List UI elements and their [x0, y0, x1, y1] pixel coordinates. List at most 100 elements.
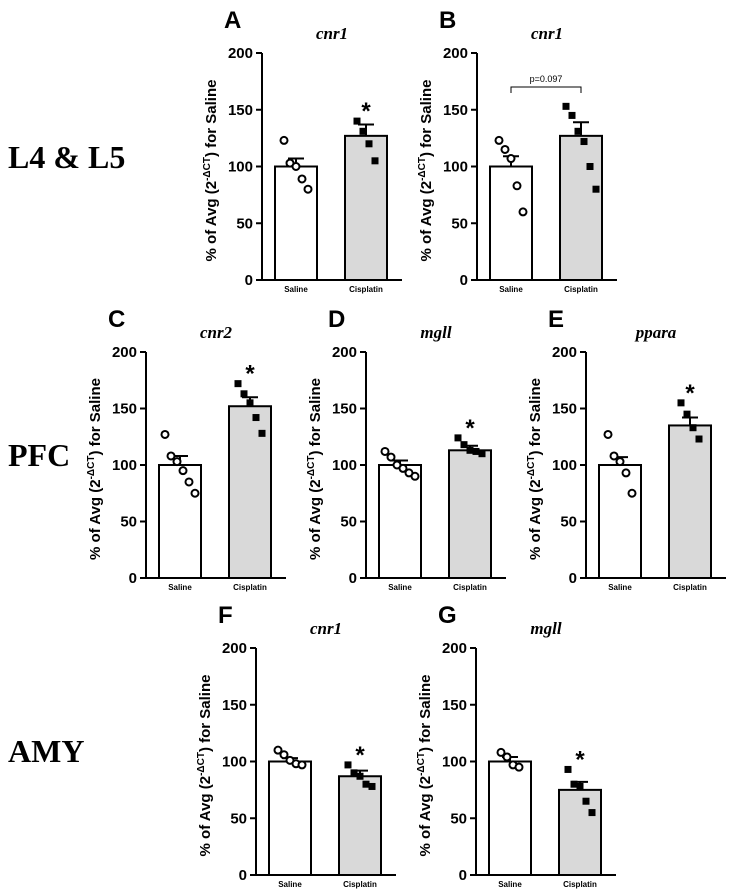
y-axis-label-part: ) for Saline: [203, 80, 220, 158]
y-axis-label-part: -ΔCT: [526, 456, 537, 480]
row-label: PFC: [8, 437, 70, 473]
y-axis-label-part: -ΔCT: [202, 157, 213, 181]
data-point: [246, 399, 254, 407]
data-point: [586, 163, 594, 170]
data-point: [386, 452, 396, 462]
data-point: [568, 111, 576, 119]
y-tick-label: 50: [450, 810, 467, 827]
row-label: L4 & L5: [8, 139, 125, 175]
y-tick-label: 200: [112, 344, 137, 361]
data-point: [178, 466, 188, 476]
data-point: [371, 157, 379, 165]
data-point: [273, 745, 283, 755]
x-tick-label: Cisplatin: [673, 583, 707, 592]
bar: [558, 788, 602, 876]
bar: [274, 165, 318, 281]
data-point: [621, 468, 631, 478]
data-point: [252, 414, 260, 422]
data-point: [683, 410, 691, 418]
y-tick-label: 100: [222, 754, 247, 771]
y-tick-label: 0: [460, 272, 468, 289]
data-point: [356, 772, 364, 780]
y-axis-label-part: ) for Saline: [197, 675, 214, 753]
y-tick-label: 200: [222, 640, 247, 657]
panel-letter: A: [224, 7, 241, 34]
data-point: [466, 446, 474, 454]
y-tick-label: 0: [239, 867, 247, 884]
chart-title: mgll: [530, 619, 561, 638]
data-point: [172, 457, 182, 467]
data-point: [454, 434, 462, 442]
y-axis-label: % of Avg (2-ΔCT) for Saline: [196, 675, 214, 857]
data-point: [677, 399, 685, 407]
y-tick-label: 100: [552, 457, 577, 474]
data-point: [518, 207, 528, 217]
y-axis-label: % of Avg (2-ΔCT) for Saline: [86, 378, 104, 560]
y-tick-label: 0: [569, 570, 577, 587]
data-point: [303, 184, 313, 194]
bar: [598, 464, 642, 579]
x-tick-label: Saline: [168, 583, 192, 592]
data-point: [368, 782, 376, 790]
chart-title: cnr1: [531, 24, 563, 43]
x-tick-label: Cisplatin: [233, 583, 267, 592]
y-tick-label: 100: [443, 159, 468, 176]
x-tick-label: Cisplatin: [564, 285, 598, 294]
data-point: [512, 181, 522, 191]
y-tick-label: 200: [442, 640, 467, 657]
x-tick-label: Cisplatin: [563, 880, 597, 889]
data-point: [570, 780, 578, 788]
y-axis-label: % of Avg (2-ΔCT) for Saline: [526, 378, 544, 560]
data-point: [362, 780, 370, 788]
data-point: [279, 750, 289, 760]
y-tick-label: 0: [129, 570, 137, 587]
y-axis-label-part: ) for Saline: [418, 80, 435, 158]
chart-title: ppara: [634, 323, 677, 342]
data-point: [460, 441, 468, 449]
significance: *: [361, 98, 371, 125]
y-axis-label-part: % of Avg (2: [417, 776, 434, 857]
y-axis-label-part: -ΔCT: [196, 752, 207, 776]
y-axis-label-part: % of Avg (2: [418, 181, 435, 262]
data-point: [184, 477, 194, 487]
y-tick-label: 50: [230, 810, 247, 827]
data-point: [258, 429, 266, 437]
data-point: [494, 135, 504, 145]
bar: [488, 760, 532, 876]
y-axis-label: % of Avg (2-ΔCT) for Saline: [417, 80, 435, 262]
y-tick-label: 0: [349, 570, 357, 587]
y-tick-label: 200: [552, 344, 577, 361]
data-point: [344, 761, 352, 769]
y-tick-label: 50: [560, 514, 577, 531]
y-tick-label: 100: [332, 457, 357, 474]
bar: [668, 424, 712, 580]
y-axis-label-part: % of Avg (2: [203, 181, 220, 262]
data-point: [190, 488, 200, 498]
chart-title: mgll: [420, 323, 451, 342]
y-tick-label: 50: [120, 514, 137, 531]
y-axis-label: % of Avg (2-ΔCT) for Saline: [306, 378, 324, 560]
x-tick-label: Saline: [278, 880, 302, 889]
data-point: [506, 154, 516, 164]
y-tick-label: 150: [332, 401, 357, 418]
x-tick-label: Saline: [608, 583, 632, 592]
panel-letter: D: [328, 306, 345, 333]
x-tick-label: Cisplatin: [349, 285, 383, 294]
significance: *: [465, 415, 475, 442]
y-tick-label: 200: [332, 344, 357, 361]
y-axis-label: % of Avg (2-ΔCT) for Saline: [202, 80, 220, 262]
x-tick-label: Cisplatin: [453, 583, 487, 592]
bar: [378, 464, 422, 579]
bar: [158, 464, 202, 579]
data-point: [279, 135, 289, 145]
data-point: [353, 117, 361, 125]
data-point: [627, 488, 637, 498]
bar: [559, 134, 603, 281]
y-axis-label-part: ) for Saline: [87, 378, 104, 456]
data-point: [234, 380, 242, 388]
y-tick-label: 50: [451, 215, 468, 232]
y-tick-label: 0: [245, 272, 253, 289]
significance: *: [685, 380, 695, 407]
y-axis-label-part: -ΔCT: [416, 752, 427, 776]
